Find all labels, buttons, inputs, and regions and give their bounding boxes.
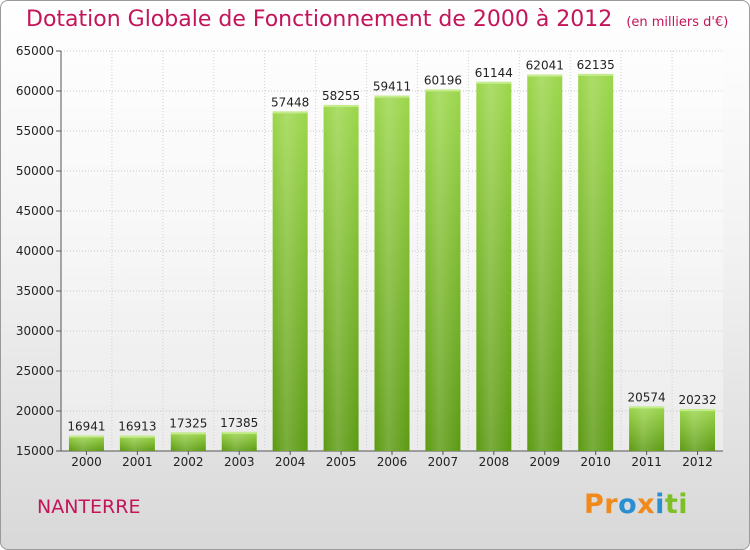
y-tick-label: 25000 <box>16 364 54 378</box>
x-tick-label: 2003 <box>224 455 255 469</box>
value-label: 17325 <box>169 416 207 430</box>
bar-highlight <box>425 89 461 451</box>
bar-top-edge <box>272 111 308 114</box>
chart-unit: (en milliers d'€) <box>626 15 729 30</box>
bar-top-edge <box>170 432 206 435</box>
x-tick-label: 2008 <box>479 455 510 469</box>
value-label: 16913 <box>118 420 156 434</box>
bar-top-edge <box>476 81 512 84</box>
bar-top-edge <box>527 74 563 77</box>
bar-highlight <box>221 431 257 451</box>
bar-highlight <box>68 435 104 451</box>
bars <box>68 73 716 452</box>
value-label: 16941 <box>67 419 105 433</box>
x-tick-label: 2007 <box>428 455 459 469</box>
x-tick-label: 2006 <box>377 455 408 469</box>
bar-top-edge <box>629 406 665 409</box>
x-tick-label: 2004 <box>275 455 306 469</box>
logo-part: Pr <box>584 489 619 520</box>
y-tick-label: 15000 <box>16 444 54 458</box>
x-tick-label: 2010 <box>580 455 611 469</box>
logo-part: i <box>655 489 665 520</box>
x-tick-label: 2012 <box>682 455 713 469</box>
x-tick-label: 2005 <box>326 455 357 469</box>
bar-highlight <box>629 406 665 451</box>
value-label: 62135 <box>577 58 615 72</box>
logo-part: i <box>678 489 689 520</box>
location-label: NANTERRE <box>37 496 141 518</box>
x-tick-label: 2001 <box>122 455 153 469</box>
x-tick-label: 2011 <box>631 455 662 469</box>
y-tick-label: 60000 <box>16 84 54 98</box>
y-tick-label: 30000 <box>16 324 54 338</box>
y-tick-label: 40000 <box>16 244 54 258</box>
logo-part: x <box>637 489 656 520</box>
bar-top-edge <box>680 409 716 412</box>
bar-top-edge <box>119 435 155 438</box>
bar-top-edge <box>578 73 614 76</box>
y-tick-label: 20000 <box>16 404 54 418</box>
y-tick-label: 50000 <box>16 164 54 178</box>
logo-part: t <box>664 489 679 520</box>
bar-top-edge <box>68 435 104 438</box>
y-tick-label: 55000 <box>16 124 54 138</box>
logo-part: o <box>618 489 638 520</box>
x-tick-label: 2002 <box>173 455 204 469</box>
bar-highlight <box>119 435 155 451</box>
bar-highlight <box>680 409 716 451</box>
value-label: 20232 <box>678 393 716 407</box>
bar-top-edge <box>323 104 359 107</box>
value-label: 61144 <box>475 66 513 80</box>
x-tick-label: 2000 <box>71 455 102 469</box>
bar-top-edge <box>374 95 410 98</box>
value-label: 17385 <box>220 416 258 430</box>
x-tick-label: 2009 <box>529 455 560 469</box>
bar-top-edge <box>221 431 257 434</box>
chart-title-text: Dotation Globale de Fonctionnement de 20… <box>26 7 613 32</box>
bar-highlight <box>170 432 206 451</box>
bar-highlight <box>323 104 359 452</box>
proxiti-logo: Proxiti <box>584 489 688 520</box>
bar-highlight <box>272 111 308 451</box>
value-labels: 16941 16913 17325 17385 57448 58255 59411 60196… <box>67 58 716 434</box>
value-label: 60196 <box>424 73 462 87</box>
y-tick-label: 65000 <box>16 44 54 58</box>
y-tick-label: 45000 <box>16 204 54 218</box>
value-label: 62041 <box>526 59 564 73</box>
value-label: 58255 <box>322 89 360 103</box>
chart-title: Dotation Globale de Fonctionnement de 20… <box>26 7 728 32</box>
value-label: 57448 <box>271 95 309 109</box>
value-label: 59411 <box>373 80 411 94</box>
y-tick-label: 35000 <box>16 284 54 298</box>
bar-highlight <box>578 73 614 452</box>
bar-highlight <box>527 74 563 451</box>
bar-highlight <box>374 95 410 451</box>
value-label: 20574 <box>628 390 666 404</box>
bar-highlight <box>476 81 512 452</box>
bar-top-edge <box>425 89 461 92</box>
